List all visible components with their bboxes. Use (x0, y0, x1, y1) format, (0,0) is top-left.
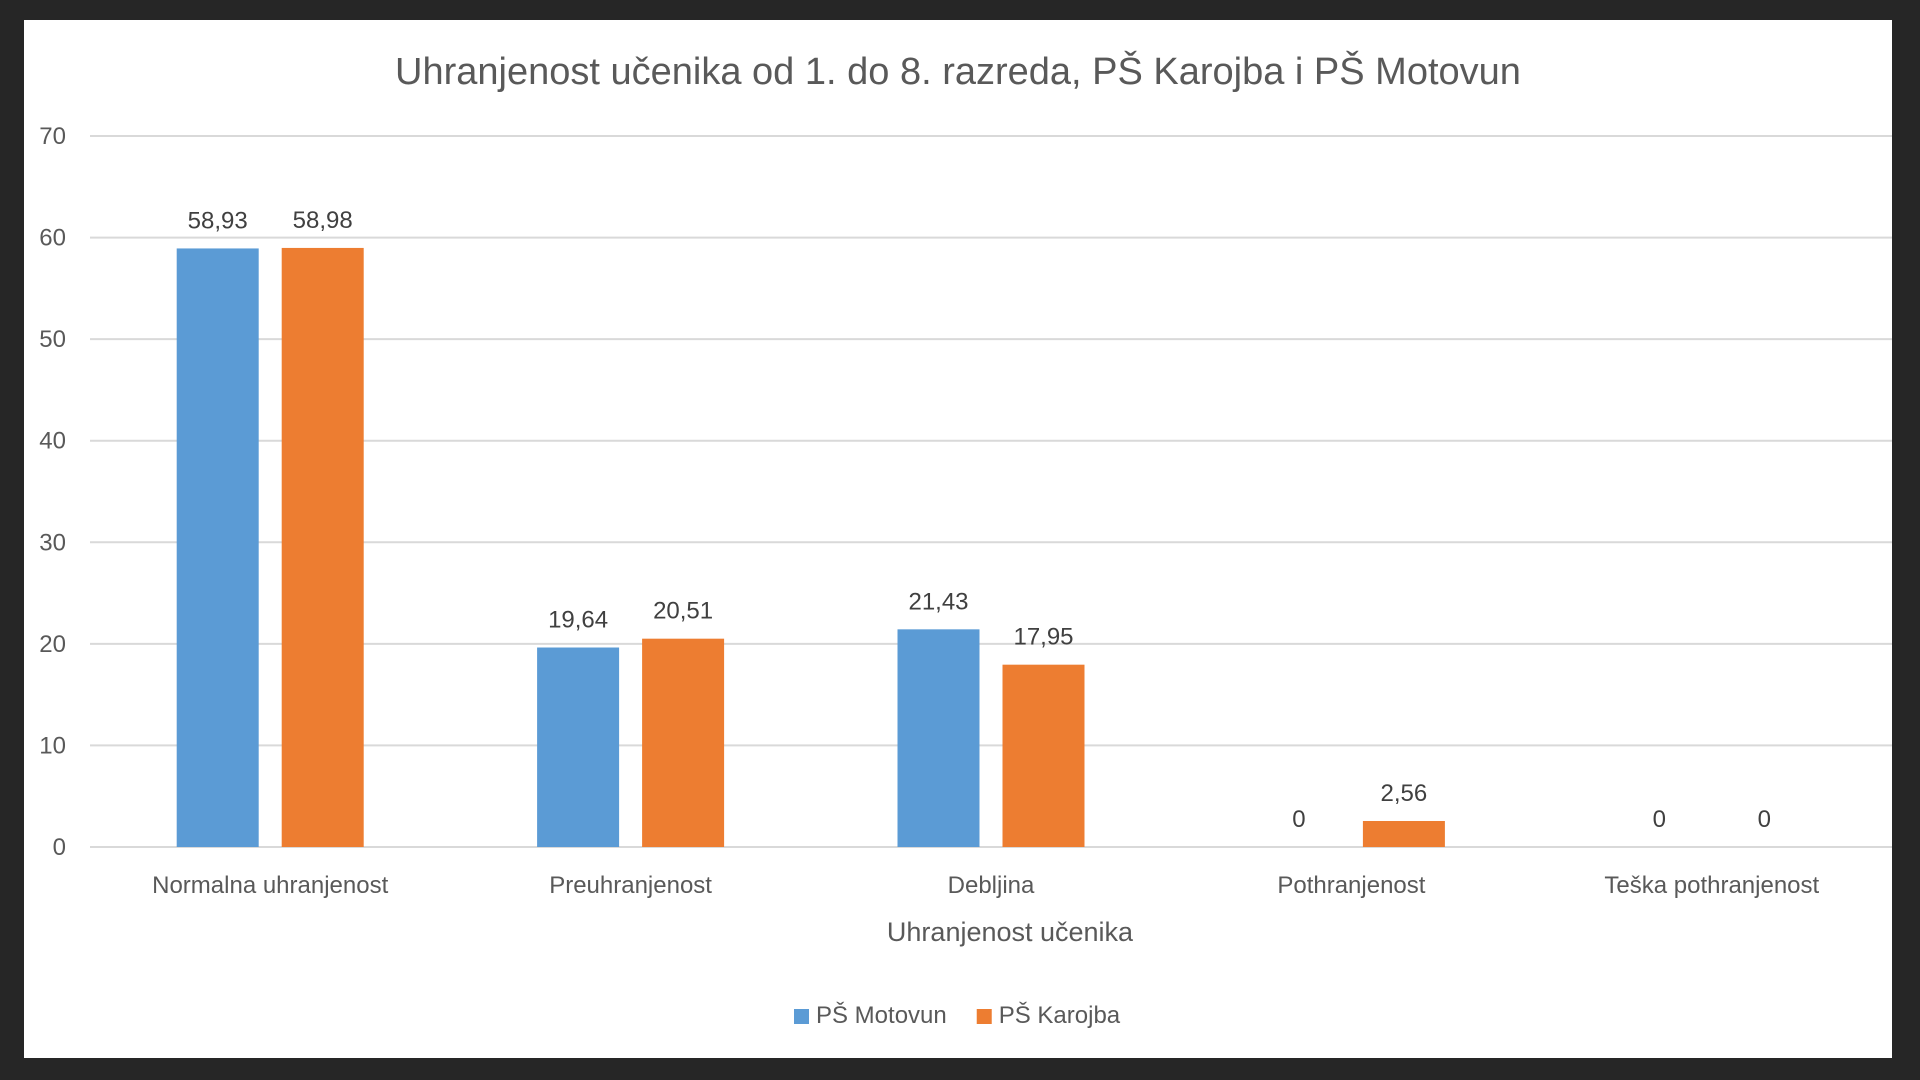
y-tick-label: 60 (39, 225, 66, 252)
x-category-label: Debljina (948, 872, 1035, 899)
y-axis-ticks: 0 10 20 30 40 50 60 70 (39, 123, 66, 861)
x-category-label: Preuhranjenost (549, 872, 712, 899)
legend-swatch (976, 1009, 992, 1024)
bar (897, 629, 980, 847)
chart-title: Uhranjenost učenika od 1. do 8. razreda,… (395, 49, 1521, 93)
bar (537, 647, 620, 847)
data-label: 17,95 (1013, 624, 1073, 651)
legend-label: PŠ Karojba (999, 1001, 1121, 1029)
data-labels: 58,93 58,98 19,64 20,51 21,43 17,95 0 2,56 0 0 (188, 207, 1771, 833)
x-axis-categories: Normalna uhranjenost Preuhranjenost Deblji… (152, 872, 1819, 899)
y-tick-label: 10 (39, 732, 66, 759)
bar-chart: Uhranjenost učenika od 1. do 8. razreda,… (39, 49, 1892, 1029)
bar (176, 248, 259, 847)
data-label: 0 (1758, 806, 1771, 833)
y-tick-label: 70 (39, 123, 66, 150)
data-label: 21,43 (908, 588, 968, 615)
legend: PŠ Motovun PŠ Karojba (794, 1001, 1121, 1029)
legend-swatch (794, 1009, 809, 1024)
y-tick-label: 0 (53, 834, 66, 861)
x-axis-title: Uhranjenost učenika (887, 917, 1134, 947)
data-label: 0 (1292, 806, 1305, 833)
legend-label: PŠ Motovun (816, 1001, 947, 1029)
bar (1002, 664, 1085, 847)
data-label: 58,93 (188, 207, 248, 234)
y-tick-label: 50 (39, 326, 66, 353)
data-label: 19,64 (548, 607, 608, 634)
gridlines (90, 135, 1892, 848)
bar (642, 638, 725, 847)
chart-frame: Uhranjenost učenika od 1. do 8. razreda,… (24, 20, 1892, 1058)
y-tick-label: 40 (39, 428, 66, 455)
data-label: 2,56 (1381, 780, 1428, 807)
y-tick-label: 30 (39, 529, 66, 556)
bar (1362, 820, 1445, 847)
bar (281, 247, 364, 848)
data-label: 0 (1653, 806, 1666, 833)
x-category-label: Pothranjenost (1277, 872, 1425, 899)
x-category-label: Normalna uhranjenost (152, 872, 388, 899)
data-label: 58,98 (293, 207, 353, 234)
x-category-label: Teška pothranjenost (1604, 872, 1819, 899)
bars (176, 247, 1445, 848)
data-label: 20,51 (653, 598, 713, 625)
y-tick-label: 20 (39, 631, 66, 658)
